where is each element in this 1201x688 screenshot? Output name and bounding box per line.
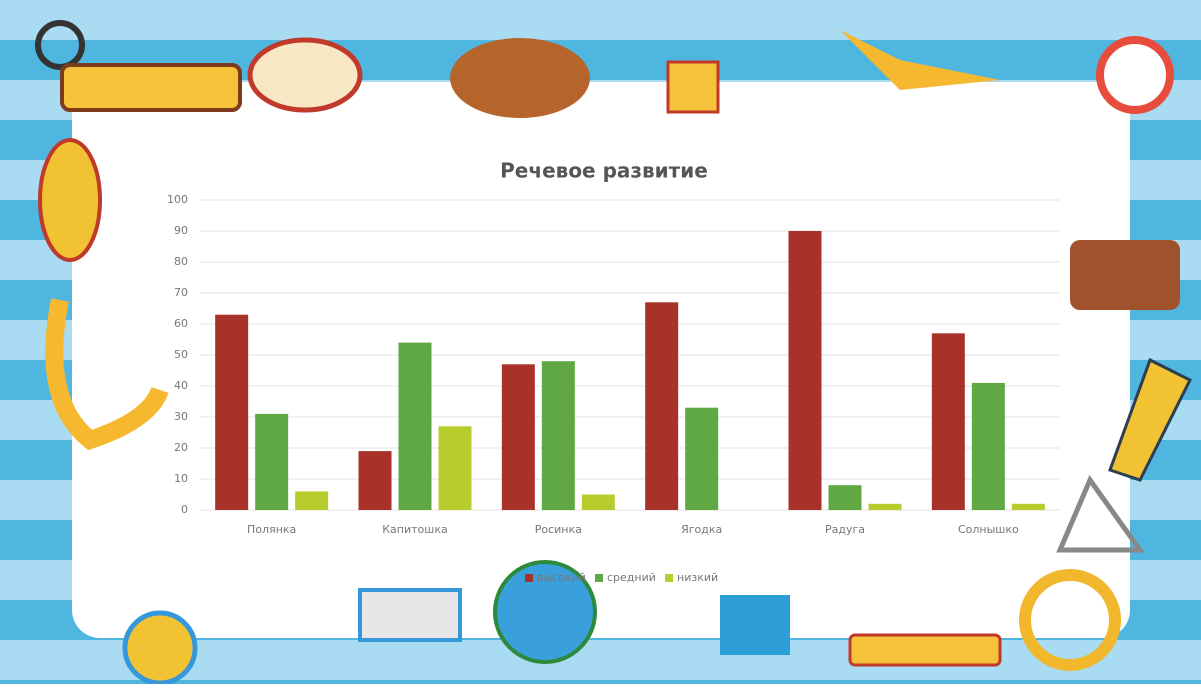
bar: [869, 504, 902, 510]
y-tick-label: 40: [174, 379, 188, 392]
legend-label: высокий: [537, 571, 586, 584]
x-tick-label: Росинка: [535, 523, 582, 536]
legend-label: низкий: [677, 571, 718, 584]
y-tick-label: 30: [174, 410, 188, 423]
bar: [439, 426, 472, 510]
bar: [932, 333, 965, 510]
y-tick-label: 50: [174, 348, 188, 361]
x-tick-label: Капитошка: [382, 523, 447, 536]
legend-swatch: [525, 574, 533, 582]
y-tick-label: 70: [174, 286, 188, 299]
slide: Речевое развитие 0 10 20 30 40 50 60 70 80 90 100 П…: [0, 0, 1201, 684]
bar: [582, 495, 615, 511]
x-tick-label: Ягодка: [681, 523, 722, 536]
y-tick-label: 10: [174, 472, 188, 485]
x-tick-label: Радуга: [825, 523, 865, 536]
bar: [829, 485, 862, 510]
bar: [502, 364, 535, 510]
y-tick-label: 20: [174, 441, 188, 454]
bar: [255, 414, 288, 510]
bar: [359, 451, 392, 510]
bar: [789, 231, 822, 510]
bar: [972, 383, 1005, 510]
bar: [685, 408, 718, 510]
bar: [1012, 504, 1045, 510]
y-tick-label: 60: [174, 317, 188, 330]
legend-swatch: [595, 574, 603, 582]
bar: [295, 491, 328, 510]
bar: [645, 302, 678, 510]
legend-swatch: [665, 574, 673, 582]
y-tick-label: 90: [174, 224, 188, 237]
bar: [215, 315, 248, 510]
y-tick-label: 80: [174, 255, 188, 268]
y-tick-label: 0: [181, 503, 188, 516]
bar: [399, 343, 432, 510]
x-tick-label: Солнышко: [958, 523, 1019, 536]
chart-title: Речевое развитие: [500, 159, 708, 183]
bar: [542, 361, 575, 510]
y-tick-label: 100: [167, 193, 188, 206]
legend-label: средний: [607, 571, 656, 584]
x-tick-label: Полянка: [247, 523, 296, 536]
